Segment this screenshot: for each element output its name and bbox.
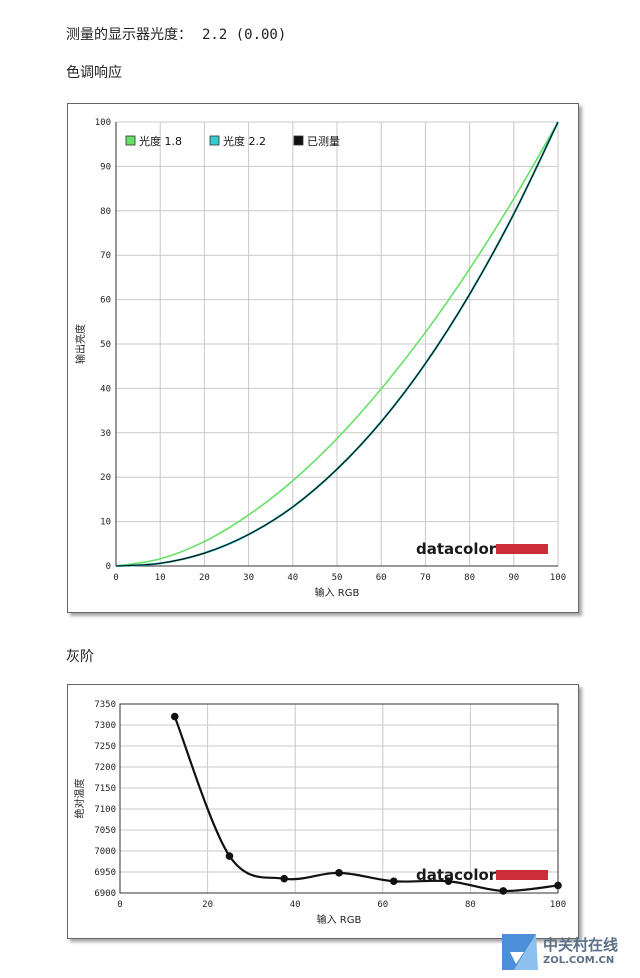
x-axis-label: 输入 RGB	[315, 586, 360, 599]
legend-swatch	[125, 135, 136, 146]
y-tick-label: 20	[100, 473, 111, 483]
grayscale-svg: 0 20 40 60 80 100 6900 6950 7000 7050 7100 7150 7200…	[73, 700, 566, 926]
gamma-value: 2.2 (0.00)	[202, 27, 287, 43]
x-tick-label: 70	[420, 573, 431, 583]
logo-text: datacolor	[416, 866, 497, 884]
data-point	[554, 881, 562, 890]
series-gamma-1-8	[115, 121, 559, 567]
x-tick-label: 0	[113, 573, 118, 583]
y-tick-label: 7050	[94, 826, 116, 836]
y-tick-label: 90	[100, 162, 111, 172]
x-tick-label: 20	[202, 900, 213, 910]
y-axis-label: 输出亮度	[74, 324, 87, 364]
logo-bar	[496, 544, 548, 554]
x-tick-label: 40	[290, 900, 301, 910]
x-tick-label: 50	[332, 573, 343, 583]
y-tick-label: 80	[100, 207, 111, 217]
zol-logo-icon	[502, 934, 538, 970]
y-tick-label: 10	[100, 518, 111, 528]
y-tick-label: 7200	[94, 763, 116, 773]
legend-swatch	[293, 135, 304, 146]
tone-response-title: 色调响应	[66, 65, 122, 81]
y-tick-label: 60	[100, 296, 111, 306]
y-tick-label: 7100	[94, 805, 116, 815]
y-tick-label: 7350	[94, 700, 116, 710]
data-point	[389, 877, 398, 886]
y-tick-label: 40	[100, 384, 111, 394]
y-tick-label: 30	[100, 429, 111, 439]
watermark-line1: 中关村在线	[543, 936, 619, 954]
y-tick-label: 7300	[94, 721, 116, 731]
y-tick-label: 7000	[94, 847, 116, 857]
data-point	[225, 852, 234, 860]
tone-response-svg: 0 10 20 30 40 50 60 70 80 90 100 0 10 20 30 40 50 60 70 80 9…	[74, 118, 566, 599]
grayscale-title: 灰阶	[66, 649, 94, 665]
x-tick-label: 80	[465, 900, 476, 910]
x-tick-label: 0	[117, 900, 122, 910]
datacolor-logo: datacolor	[416, 866, 548, 884]
x-axis-label: 输入 RGB	[317, 913, 362, 926]
zol-watermark: 中关村在线 ZOL.COM.CN	[500, 930, 640, 976]
logo-text: datacolor	[416, 540, 497, 558]
data-point	[335, 869, 343, 877]
legend-swatch	[209, 135, 220, 146]
y-tick-label: 6900	[94, 889, 116, 899]
series-color-temperature	[173, 716, 559, 893]
legend-label: 光度 2.2	[223, 134, 266, 148]
legend-label: 已测量	[307, 135, 340, 148]
y-tick-label: 70	[100, 251, 111, 261]
x-tick-label: 30	[243, 573, 254, 583]
x-tick-label: 40	[287, 573, 298, 583]
gamma-readout: 测量的显示器光度： 2.2 (0.00)	[66, 24, 286, 44]
y-tick-label: 7250	[94, 742, 116, 752]
y-tick-label: 100	[95, 118, 111, 128]
x-tick-label: 100	[550, 573, 566, 583]
data-point	[170, 712, 179, 721]
legend-label: 光度 1.8	[139, 134, 182, 148]
x-tick-label: 100	[550, 900, 566, 910]
y-tick-label: 6950	[94, 868, 116, 878]
datacolor-logo: datacolor	[416, 540, 548, 558]
tone-response-chart: 0 10 20 30 40 50 60 70 80 90 100 0 10 20 30 40 50 60 70 80 9…	[67, 103, 579, 613]
plot-border	[119, 703, 559, 894]
watermark-line2: ZOL.COM.CN	[543, 955, 615, 966]
x-tick-label: 90	[508, 573, 519, 583]
x-tick-label: 10	[155, 573, 166, 583]
y-tick-label: 7150	[94, 784, 116, 794]
grayscale-chart: 0 20 40 60 80 100 6900 6950 7000 7050 7100 7150 7200…	[67, 684, 579, 939]
series-measured	[115, 121, 559, 567]
x-tick-label: 60	[377, 900, 388, 910]
logo-bar	[496, 870, 548, 880]
x-tick-label: 80	[464, 573, 475, 583]
data-point	[280, 874, 289, 883]
gamma-label: 测量的显示器光度：	[66, 27, 192, 43]
x-tick-label: 20	[199, 573, 210, 583]
y-axis-label: 绝对温度	[73, 779, 86, 819]
data-point	[499, 887, 508, 895]
y-tick-label: 50	[100, 340, 111, 350]
x-tick-label: 60	[376, 573, 387, 583]
y-tick-label: 0	[106, 562, 111, 572]
data-point	[444, 877, 453, 886]
